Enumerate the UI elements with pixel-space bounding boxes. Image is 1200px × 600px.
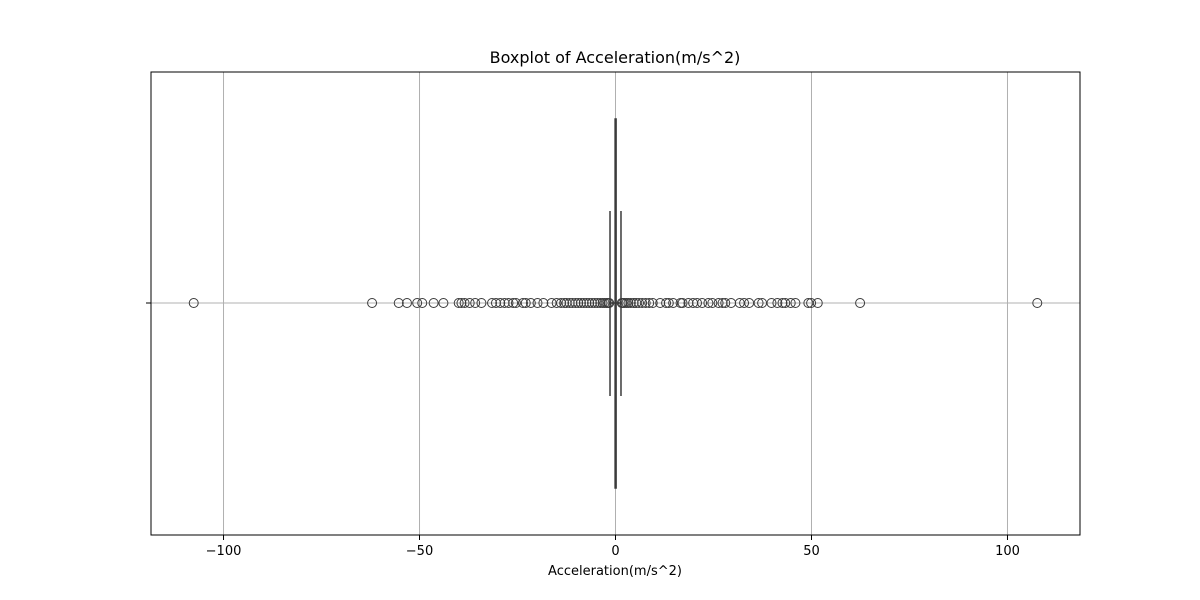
outlier-point [538, 298, 549, 308]
outlier-point [790, 298, 801, 308]
outlier-point [661, 298, 672, 308]
outlier-point [692, 298, 703, 308]
outlier-point [586, 298, 597, 308]
outlier-point [625, 298, 636, 308]
x-tick-label: −50 [406, 544, 433, 559]
outlier-point [589, 298, 600, 308]
outlier-point [428, 298, 439, 308]
outlier-point [573, 298, 584, 308]
x-tick-label: 50 [803, 544, 820, 559]
outlier-point [697, 298, 708, 308]
boxplot [609, 118, 622, 489]
outlier-point [581, 298, 592, 308]
outlier-point [470, 298, 481, 308]
outlier-point [707, 298, 718, 308]
outlier-point [438, 298, 449, 308]
outlier-point [663, 298, 674, 308]
outlier-point [517, 298, 528, 308]
outlier-point [703, 298, 714, 308]
outlier-point [559, 298, 570, 308]
outlier-point [503, 298, 514, 308]
x-tick-label: −100 [206, 544, 242, 559]
outlier-point [812, 298, 823, 308]
x-tick-label: 0 [611, 544, 619, 559]
outlier-point [578, 298, 589, 308]
outlier-point [677, 298, 688, 308]
outlier-point [739, 298, 750, 308]
outlier-point [647, 298, 658, 308]
outlier-point [401, 298, 412, 308]
outlier-point [1032, 298, 1043, 308]
outlier-point [570, 298, 581, 308]
outlier-point [487, 298, 498, 308]
outlier-point [417, 298, 428, 308]
outlier-point [644, 298, 655, 308]
outlier-point [780, 298, 791, 308]
outlier-point [785, 298, 796, 308]
outlier-point [476, 298, 487, 308]
outlier-point [576, 298, 587, 308]
outlier-point [637, 298, 648, 308]
outlier-point [456, 298, 467, 308]
outlier-point [520, 298, 531, 308]
outlier-point [766, 298, 777, 308]
outlier-point [551, 298, 562, 308]
outlier-point [393, 298, 404, 308]
outlier-point [806, 298, 817, 308]
chart-title: Boxplot of Acceleration(m/s^2) [490, 48, 741, 67]
outlier-point [495, 298, 506, 308]
x-axis-label: Acceleration(m/s^2) [548, 564, 682, 579]
outlier-point [453, 298, 464, 308]
outlier-point [855, 298, 866, 308]
outliers [188, 298, 1043, 308]
outlier-point [623, 298, 634, 308]
outlier-point [459, 298, 470, 308]
outlier-point [713, 298, 724, 308]
outlier-point [640, 298, 651, 308]
outlier-point [532, 298, 543, 308]
outlier-point [772, 298, 783, 308]
outlier-point [464, 298, 475, 308]
outlier-point [508, 298, 519, 308]
outlier-point [720, 298, 731, 308]
outlier-point [525, 298, 536, 308]
x-tick-label: 100 [995, 544, 1020, 559]
x-axis-ticks: −100 −50 0 50 100 [206, 535, 1020, 559]
outlier-point [753, 298, 764, 308]
outlier-point [777, 298, 788, 308]
outlier-point [367, 298, 378, 308]
outlier-point [510, 298, 521, 308]
outlier-point [188, 298, 199, 308]
outlier-point [584, 298, 595, 308]
outlier-point [412, 298, 423, 308]
outlier-point [634, 298, 645, 308]
